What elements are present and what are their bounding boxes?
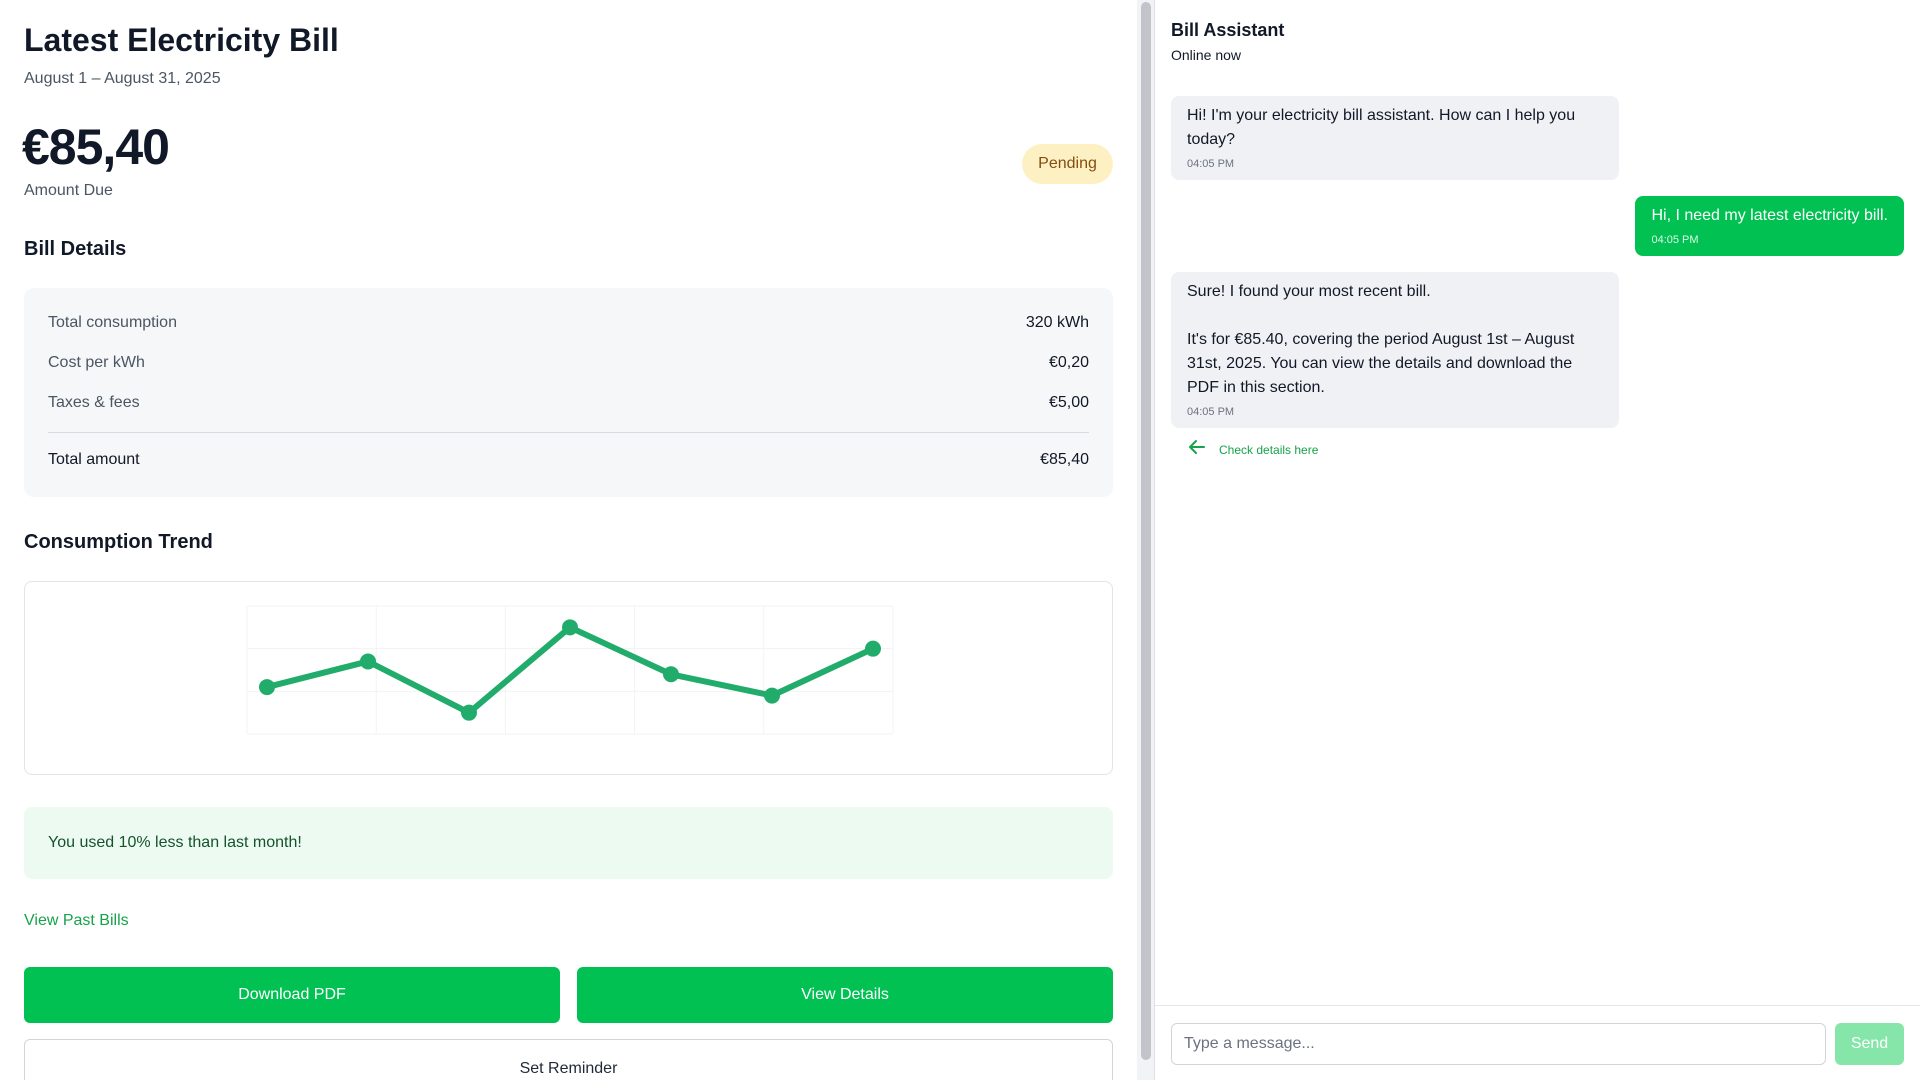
billing-period: August 1 – August 31, 2025 xyxy=(24,70,221,87)
message-time: 04:05 PM xyxy=(1187,158,1235,170)
set-reminder-button[interactable]: Set Reminder xyxy=(24,1039,1113,1080)
bill-panel: Latest Electricity Bill August 1 – Augus… xyxy=(22,22,1113,1080)
chat-input-bar: Send xyxy=(1155,1005,1920,1080)
chart-data-point xyxy=(865,640,881,657)
send-button[interactable]: Send xyxy=(1835,1023,1904,1065)
check-details-link[interactable]: Check details here xyxy=(1187,437,1318,462)
detail-row: Cost per kWh €0,20 xyxy=(48,354,1089,372)
bot-message: Hi! I'm your electricity bill assistant.… xyxy=(1171,96,1619,180)
detail-label: Total consumption xyxy=(48,314,177,331)
bill-details-card: Total consumption 320 kWh Cost per kWh €… xyxy=(24,288,1113,497)
chart-series-line xyxy=(264,624,876,716)
chat-status: Online now xyxy=(1171,47,1242,63)
consumption-trend-heading: Consumption Trend xyxy=(24,531,213,553)
detail-value: 320 kWh xyxy=(1025,314,1089,331)
total-row: Total amount €85,40 xyxy=(48,451,1089,469)
chart-data-point xyxy=(764,687,780,704)
message-text: Hi, I need my latest electricity bill. xyxy=(1651,207,1888,224)
amount-due-value: €85,40 xyxy=(22,119,170,175)
download-pdf-button[interactable]: Download PDF xyxy=(24,967,560,1023)
scrollbar-thumb[interactable] xyxy=(1141,2,1151,1060)
consumption-chart-card xyxy=(24,581,1113,775)
user-message: Hi, I need my latest electricity bill. 0… xyxy=(1635,196,1904,256)
chat-title: Bill Assistant xyxy=(1171,20,1285,40)
arrow-left-icon xyxy=(1187,437,1207,462)
detail-label: Taxes & fees xyxy=(48,394,140,411)
detail-value: €0,20 xyxy=(1048,354,1089,371)
message-text: Sure! I found your most recent bill. xyxy=(1187,283,1431,300)
view-past-bills-link[interactable]: View Past Bills xyxy=(24,912,129,929)
chart-data-point xyxy=(562,619,578,636)
status-badge: Pending xyxy=(1022,144,1113,184)
message-time: 04:05 PM xyxy=(1651,234,1699,246)
detail-label: Cost per kWh xyxy=(48,354,145,371)
message-text: Hi! I'm your electricity bill assistant.… xyxy=(1187,107,1576,148)
amount-due-label: Amount Due xyxy=(24,182,113,199)
consumption-chart xyxy=(246,605,894,735)
detail-value: €5,00 xyxy=(1048,394,1089,411)
page-title: Latest Electricity Bill xyxy=(24,22,339,58)
detail-row: Taxes & fees €5,00 xyxy=(48,394,1089,412)
bill-details-heading: Bill Details xyxy=(24,238,127,260)
chart-data-point xyxy=(461,704,477,721)
message-input[interactable] xyxy=(1171,1023,1826,1065)
chart-data-point xyxy=(663,666,679,683)
chart-data-point xyxy=(360,653,376,670)
chart-data-point xyxy=(259,679,275,696)
details-divider xyxy=(48,432,1089,433)
check-details-label: Check details here xyxy=(1219,442,1319,457)
detail-row: Total consumption 320 kWh xyxy=(48,314,1089,332)
total-label: Total amount xyxy=(48,451,140,468)
bot-message: Sure! I found your most recent bill. It'… xyxy=(1171,272,1619,428)
message-text: It's for €85.40, covering the period Aug… xyxy=(1187,331,1575,396)
total-value: €85,40 xyxy=(1040,451,1089,468)
message-time: 04:05 PM xyxy=(1187,406,1235,418)
chat-panel: Bill Assistant Online now Hi! I'm your e… xyxy=(1155,0,1920,1080)
left-panel-scrollbar[interactable] xyxy=(1137,0,1155,1080)
view-details-button[interactable]: View Details xyxy=(577,967,1113,1023)
usage-tip-banner: You used 10% less than last month! xyxy=(24,807,1113,879)
